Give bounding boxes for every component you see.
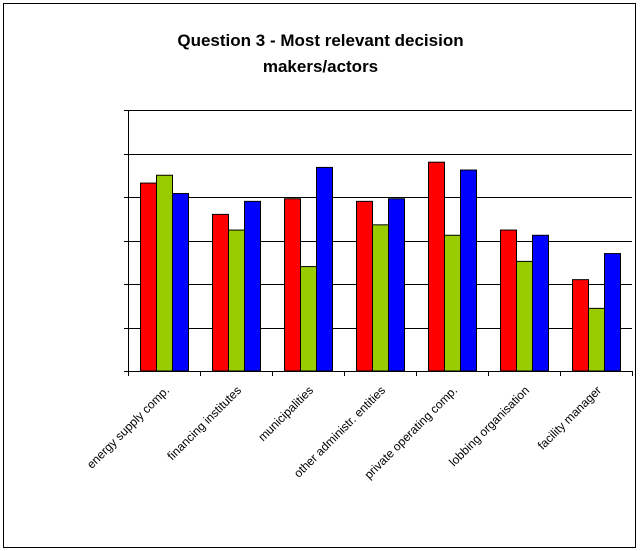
bar <box>244 200 261 372</box>
bar <box>428 161 445 372</box>
chart-title-line-1: Question 3 - Most relevant decision <box>177 31 464 50</box>
bar <box>444 234 461 372</box>
bar <box>372 224 389 372</box>
chart-title-line-2: makers/actors <box>262 57 379 76</box>
bar <box>500 229 517 372</box>
bar <box>460 169 477 372</box>
bar <box>604 253 621 372</box>
bar <box>316 166 333 372</box>
bar <box>516 260 533 372</box>
bar <box>156 174 173 372</box>
x-tick-label: facility manager <box>535 383 604 452</box>
x-tick-label: financing institutes <box>164 383 244 463</box>
bar <box>212 213 229 372</box>
x-tick-label: energy supply comp. <box>84 383 172 471</box>
x-tick-label: lobbing organisation <box>446 383 532 469</box>
bar <box>356 200 373 372</box>
bar <box>140 182 157 372</box>
bar <box>388 198 405 372</box>
bar <box>588 307 605 372</box>
chart-title: Question 3 - Most relevant decision make… <box>0 28 641 80</box>
x-tick-label: municipalities <box>255 383 316 444</box>
bar <box>300 266 317 372</box>
bar <box>572 279 589 372</box>
bar <box>532 234 549 372</box>
bar <box>284 198 301 372</box>
bar <box>172 193 189 372</box>
bar <box>228 229 245 372</box>
